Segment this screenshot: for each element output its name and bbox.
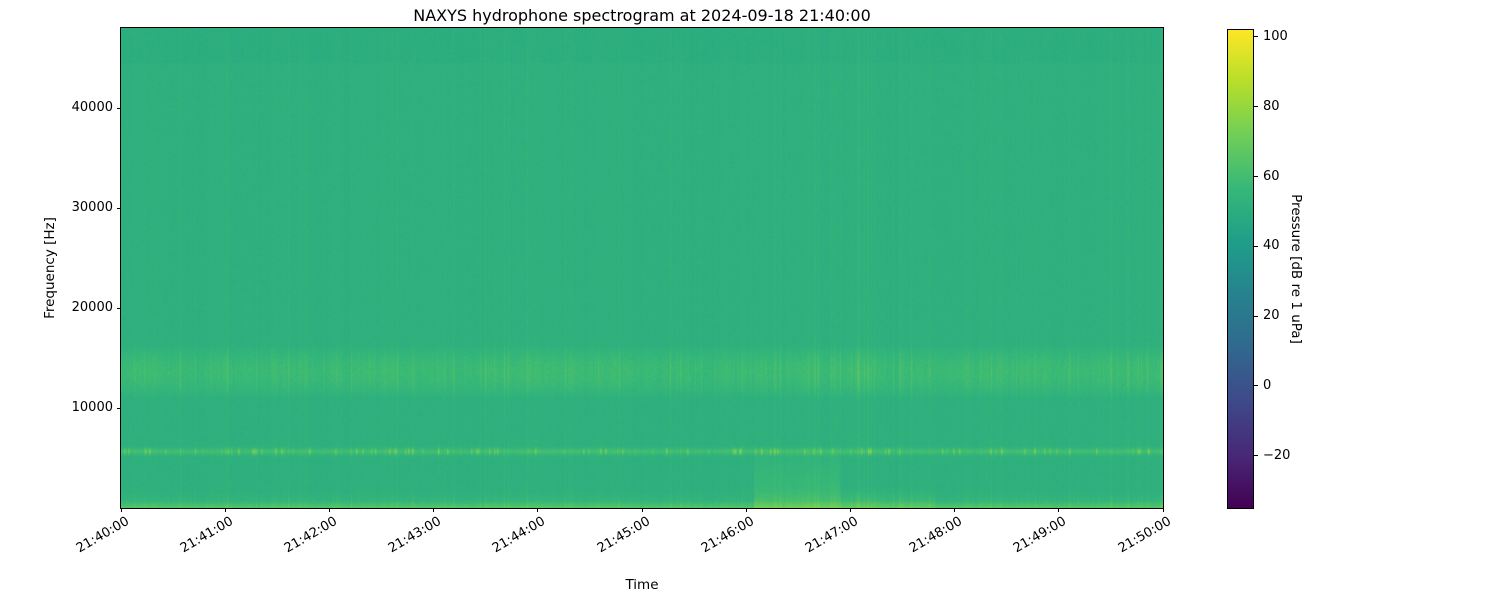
colorbar-gradient [1228, 30, 1253, 508]
x-axis-label: Time [625, 577, 659, 593]
colorbar-tick-mark [1254, 106, 1258, 108]
colorbar-tick-label: 100 [1263, 28, 1288, 44]
x-tick-label: 21:42:00 [281, 514, 340, 557]
colorbar-tick-mark [1254, 385, 1258, 387]
x-tick-label: 21:50:00 [1115, 514, 1174, 557]
colorbar-tick-label: 20 [1263, 308, 1280, 324]
plot-area [121, 28, 1163, 508]
x-tick-mark [120, 508, 122, 512]
colorbar-tick-label: 0 [1263, 377, 1272, 393]
y-tick-mark [117, 207, 121, 209]
x-tick-label: 21:43:00 [386, 514, 445, 557]
chart-title: NAXYS hydrophone spectrogram at 2024-09-… [413, 6, 871, 25]
x-tick-mark [433, 508, 435, 512]
x-tick-label: 21:45:00 [594, 514, 653, 557]
x-tick-label: 21:41:00 [177, 514, 236, 557]
x-tick-label: 21:47:00 [802, 514, 861, 557]
x-tick-mark [224, 508, 226, 512]
colorbar-tick-mark [1254, 245, 1258, 247]
colorbar-tick-mark [1254, 315, 1258, 317]
x-tick-label: 21:40:00 [73, 514, 132, 557]
x-tick-label: 21:48:00 [907, 514, 966, 557]
x-tick-mark [1058, 508, 1060, 512]
colorbar-label: Pressure [dB re 1 uPa] [1288, 194, 1304, 344]
y-tick-label: 20000 [71, 300, 113, 315]
colorbar-tick-label: 60 [1263, 168, 1280, 184]
x-tick-label: 21:46:00 [698, 514, 757, 557]
colorbar-tick-label: 80 [1263, 98, 1280, 114]
x-tick-mark [1162, 508, 1164, 512]
x-tick-label: 21:44:00 [490, 514, 549, 557]
colorbar-tick-label: 40 [1263, 238, 1280, 254]
x-tick-mark [537, 508, 539, 512]
x-tick-label: 21:49:00 [1011, 514, 1070, 557]
y-tick-mark [117, 107, 121, 109]
colorbar-tick-mark [1254, 455, 1258, 457]
x-tick-mark [954, 508, 956, 512]
colorbar-tick-label: −20 [1263, 447, 1291, 463]
y-tick-label: 30000 [71, 200, 113, 215]
colorbar-tick-mark [1254, 176, 1258, 178]
colorbar-tick-mark [1254, 36, 1258, 38]
y-tick-mark [117, 307, 121, 309]
x-tick-mark [745, 508, 747, 512]
x-tick-mark [328, 508, 330, 512]
x-tick-mark [641, 508, 643, 512]
y-tick-label: 40000 [71, 100, 113, 115]
y-tick-mark [117, 407, 121, 409]
x-tick-mark [849, 508, 851, 512]
y-tick-label: 10000 [71, 400, 113, 415]
spectrogram-canvas [121, 28, 1163, 508]
